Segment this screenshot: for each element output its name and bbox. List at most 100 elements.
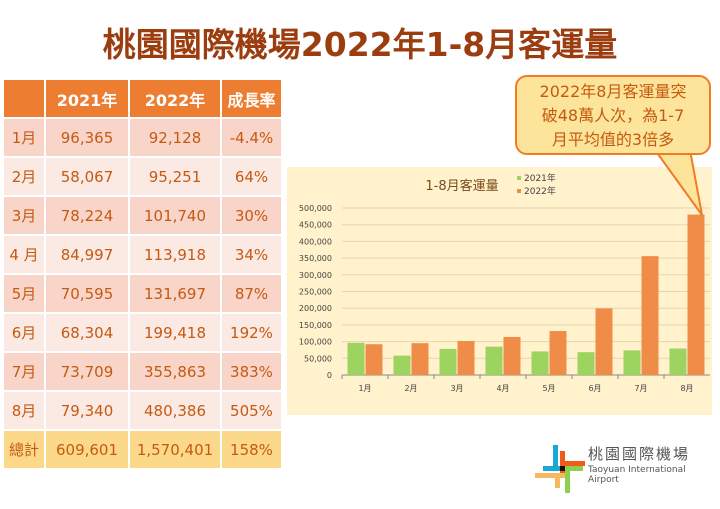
table-row: 7月 73,709 355,863 383% <box>4 353 281 390</box>
y-tick-label: 300,000 <box>299 271 332 280</box>
table-cell: 30% <box>222 197 281 234</box>
table-cell: 92,128 <box>130 119 220 156</box>
y-tick-label: 0 <box>327 371 332 380</box>
x-tick-label: 1月 <box>358 384 371 393</box>
table-cell: 58,067 <box>46 158 128 195</box>
table-row: 4 月 84,997 113,918 34% <box>4 236 281 273</box>
table-cell: 4 月 <box>4 236 44 273</box>
table-cell: 68,304 <box>46 314 128 351</box>
table-cell: 87% <box>222 275 281 312</box>
total-cell: 1,570,401 <box>130 431 220 468</box>
table-cell: 199,418 <box>130 314 220 351</box>
bar-2021 <box>485 346 503 375</box>
total-cell: 158% <box>222 431 281 468</box>
bar-2022 <box>595 308 613 375</box>
total-cell: 609,601 <box>46 431 128 468</box>
callout-line: 破48萬人次，為1-7 <box>541 106 685 125</box>
y-tick-label: 400,000 <box>299 237 332 246</box>
table-cell: 3月 <box>4 197 44 234</box>
table-row: 2月 58,067 95,251 64% <box>4 158 281 195</box>
table-cell: 480,386 <box>130 392 220 429</box>
bar-2022 <box>411 343 429 375</box>
legend-swatch-2022 <box>517 189 521 193</box>
table-row: 6月 68,304 199,418 192% <box>4 314 281 351</box>
table-cell: 95,251 <box>130 158 220 195</box>
table-row: 3月 78,224 101,740 30% <box>4 197 281 234</box>
y-tick-label: 100,000 <box>299 338 332 347</box>
chart-title: 1-8月客運量 <box>425 178 498 194</box>
x-tick-label: 5月 <box>542 384 555 393</box>
bar-chart: 0 50,000 100,000 150,000 200,000 250,000 300,0… <box>287 167 712 415</box>
table-cell: 79,340 <box>46 392 128 429</box>
table-cell: 70,595 <box>46 275 128 312</box>
x-tick-label: 4月 <box>496 384 509 393</box>
bar-2022 <box>641 256 659 375</box>
bar-2021 <box>669 348 687 375</box>
bar-2021 <box>577 352 595 375</box>
table-cell: 84,997 <box>46 236 128 273</box>
chart-svg: 0 50,000 100,000 150,000 200,000 250,000 300,0… <box>299 172 710 393</box>
table-cell: 6月 <box>4 314 44 351</box>
table-cell: 101,740 <box>130 197 220 234</box>
header-cell: 2022年 <box>130 80 220 117</box>
bar-2021 <box>531 351 549 375</box>
logo-cross-icon <box>535 445 585 493</box>
x-tick-label: 3月 <box>450 384 463 393</box>
logo-name-en: Taoyuan International Airport <box>588 465 686 485</box>
table-cell: 73,709 <box>46 353 128 390</box>
table-cell: 1月 <box>4 119 44 156</box>
x-tick-label: 6月 <box>588 384 601 393</box>
callout-line: 月平均值的3倍多 <box>551 130 675 149</box>
y-tick-label: 150,000 <box>299 321 332 330</box>
table-cell: 78,224 <box>46 197 128 234</box>
airport-logo: 桃園國際機場 Taoyuan International Airport <box>535 443 715 498</box>
table-cell: 34% <box>222 236 281 273</box>
table-cell: 64% <box>222 158 281 195</box>
table-cell: 2月 <box>4 158 44 195</box>
table-row: 8月 79,340 480,386 505% <box>4 392 281 429</box>
table-cell: 131,697 <box>130 275 220 312</box>
y-tick-label: 250,000 <box>299 288 332 297</box>
header-cell <box>4 80 44 117</box>
y-tick-label: 350,000 <box>299 254 332 263</box>
legend-swatch-2021 <box>517 176 521 180</box>
table-cell: -4.4% <box>222 119 281 156</box>
bar-2022 <box>687 214 705 375</box>
y-tick-label: 500,000 <box>299 204 332 213</box>
table-cell: 96,365 <box>46 119 128 156</box>
bar-2022 <box>457 341 475 375</box>
bar-2022 <box>365 344 383 375</box>
table-cell: 113,918 <box>130 236 220 273</box>
y-tick-label: 450,000 <box>299 221 332 230</box>
logo-name-zh: 桃園國際機場 <box>588 445 691 463</box>
table-header-row: 2021年 2022年 成長率 <box>4 80 281 117</box>
total-cell: 總計 <box>4 431 44 468</box>
x-tick-label: 2月 <box>404 384 417 393</box>
table-cell: 5月 <box>4 275 44 312</box>
table-cell: 355,863 <box>130 353 220 390</box>
page-title: 桃園國際機場2022年1-8月客運量 <box>102 25 618 64</box>
bar-2022 <box>503 336 521 375</box>
passenger-table: 2021年 2022年 成長率 1月 96,365 92,128 -4.4% 2月 58,… <box>2 78 283 470</box>
bar-2021 <box>393 355 411 375</box>
y-tick-label: 50,000 <box>304 354 332 363</box>
x-tick-label: 7月 <box>634 384 647 393</box>
table-cell: 7月 <box>4 353 44 390</box>
table-cell: 383% <box>222 353 281 390</box>
table-cell: 8月 <box>4 392 44 429</box>
bar-2021 <box>623 350 641 375</box>
bar-2021 <box>439 348 457 375</box>
table-total-row: 總計 609,601 1,570,401 158% <box>4 431 281 468</box>
y-tick-label: 200,000 <box>299 304 332 313</box>
x-tick-label: 8月 <box>680 384 693 393</box>
callout-box: 2022年8月客運量突 破48萬人次，為1-7 月平均值的3倍多 <box>515 75 711 155</box>
table-row: 5月 70,595 131,697 87% <box>4 275 281 312</box>
table-row: 1月 96,365 92,128 -4.4% <box>4 119 281 156</box>
table-cell: 192% <box>222 314 281 351</box>
legend-label-2021: 2021年 <box>524 172 556 184</box>
table-cell: 505% <box>222 392 281 429</box>
callout-line: 2022年8月客運量突 <box>539 82 687 101</box>
legend-label-2022: 2022年 <box>524 185 556 197</box>
bar-2021 <box>347 342 365 375</box>
header-cell: 成長率 <box>222 80 281 117</box>
